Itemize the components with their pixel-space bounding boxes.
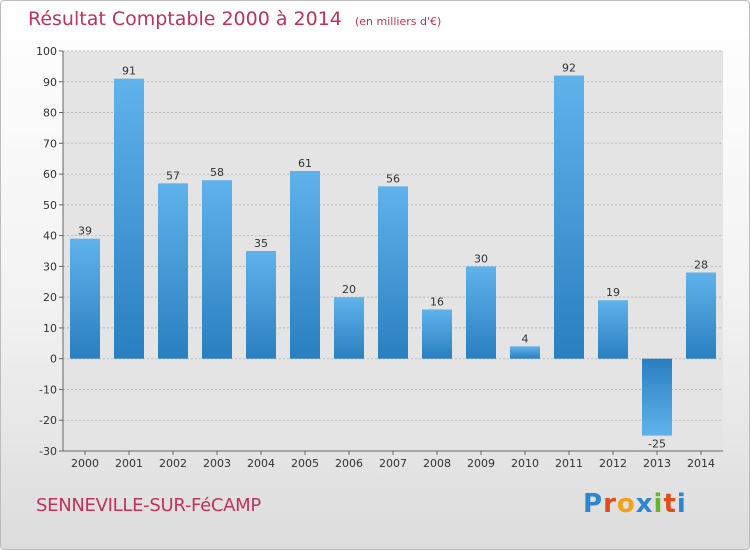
x-tick-label-2000: 2000	[71, 457, 99, 470]
y-tick-label: 90	[43, 76, 57, 89]
x-tick-label-2010: 2010	[511, 457, 539, 470]
proxiti-logo: Proxiti	[583, 489, 687, 519]
data-label-2006: 20	[342, 283, 356, 296]
bar-2007	[378, 186, 408, 359]
bar-2010	[510, 346, 540, 359]
chart-title-row: Résultat Comptable 2000 à 2014 (en milli…	[28, 8, 441, 30]
y-tick-label: 30	[43, 260, 57, 273]
x-tick-label-2005: 2005	[291, 457, 319, 470]
bar-2011	[554, 75, 584, 359]
commune-name: SENNEVILLE-SUR-FéCAMP	[36, 495, 261, 516]
logo-letter: r	[603, 489, 617, 519]
chart-title: Résultat Comptable 2000 à 2014	[28, 8, 342, 30]
data-label-2013: -25	[648, 438, 666, 451]
y-tick-label: 40	[43, 230, 57, 243]
y-tick-label: -20	[39, 414, 57, 427]
x-tick-label-2011: 2011	[555, 457, 583, 470]
data-label-2009: 30	[474, 252, 488, 265]
x-tick-label-2004: 2004	[247, 457, 275, 470]
x-tick-label-2006: 2006	[335, 457, 363, 470]
x-tick-label-2012: 2012	[599, 457, 627, 470]
x-tick-label-2007: 2007	[379, 457, 407, 470]
y-tick-label: 100	[36, 45, 57, 58]
bar-2008	[422, 309, 452, 359]
data-label-2008: 16	[430, 295, 444, 308]
logo-letter: o	[616, 489, 636, 519]
bar-2009	[466, 266, 496, 359]
y-tick-label: 20	[43, 291, 57, 304]
logo-letter: t	[663, 489, 677, 519]
data-label-2012: 19	[606, 286, 620, 299]
y-tick-label: -10	[39, 383, 57, 396]
logo-letter: i	[676, 489, 687, 519]
bar-2013	[642, 358, 672, 436]
bar-2006	[334, 297, 364, 359]
y-tick-label: 70	[43, 137, 57, 150]
chart-subtitle: (en milliers d'€)	[354, 15, 442, 28]
y-tick-label: 60	[43, 168, 57, 181]
bar-2001	[114, 78, 144, 359]
bar-2000	[70, 238, 100, 359]
bar-2002	[158, 183, 188, 359]
data-label-2007: 56	[386, 172, 400, 185]
x-tick-label-2003: 2003	[203, 457, 231, 470]
bar-2005	[290, 171, 320, 359]
y-tick-label: 80	[43, 107, 57, 120]
y-tick-label: 0	[50, 353, 57, 366]
data-label-2002: 57	[166, 169, 180, 182]
logo-letter: P	[583, 489, 604, 519]
bar-2012	[598, 300, 628, 359]
data-label-2011: 92	[562, 62, 576, 75]
data-label-2001: 91	[122, 65, 136, 78]
y-tick-label: 50	[43, 199, 57, 212]
data-label-2003: 58	[210, 166, 224, 179]
x-tick-label-2001: 2001	[115, 457, 143, 470]
data-label-2005: 61	[298, 157, 312, 170]
data-label-2004: 35	[254, 237, 268, 250]
data-label-2010: 4	[522, 332, 529, 345]
data-label-2000: 39	[78, 225, 92, 238]
y-tick-label: 10	[43, 322, 57, 335]
x-tick-label-2013: 2013	[643, 457, 671, 470]
x-tick-label-2002: 2002	[159, 457, 187, 470]
bar-2014	[686, 272, 716, 359]
bar-2004	[246, 251, 276, 359]
bar-2003	[202, 180, 232, 359]
logo-letter: i	[653, 489, 664, 519]
x-tick-label-2008: 2008	[423, 457, 451, 470]
data-label-2014: 28	[694, 259, 708, 272]
logo-letter: x	[635, 489, 654, 519]
y-tick-label: -30	[39, 445, 57, 458]
x-tick-label-2014: 2014	[687, 457, 715, 470]
x-tick-label-2009: 2009	[467, 457, 495, 470]
